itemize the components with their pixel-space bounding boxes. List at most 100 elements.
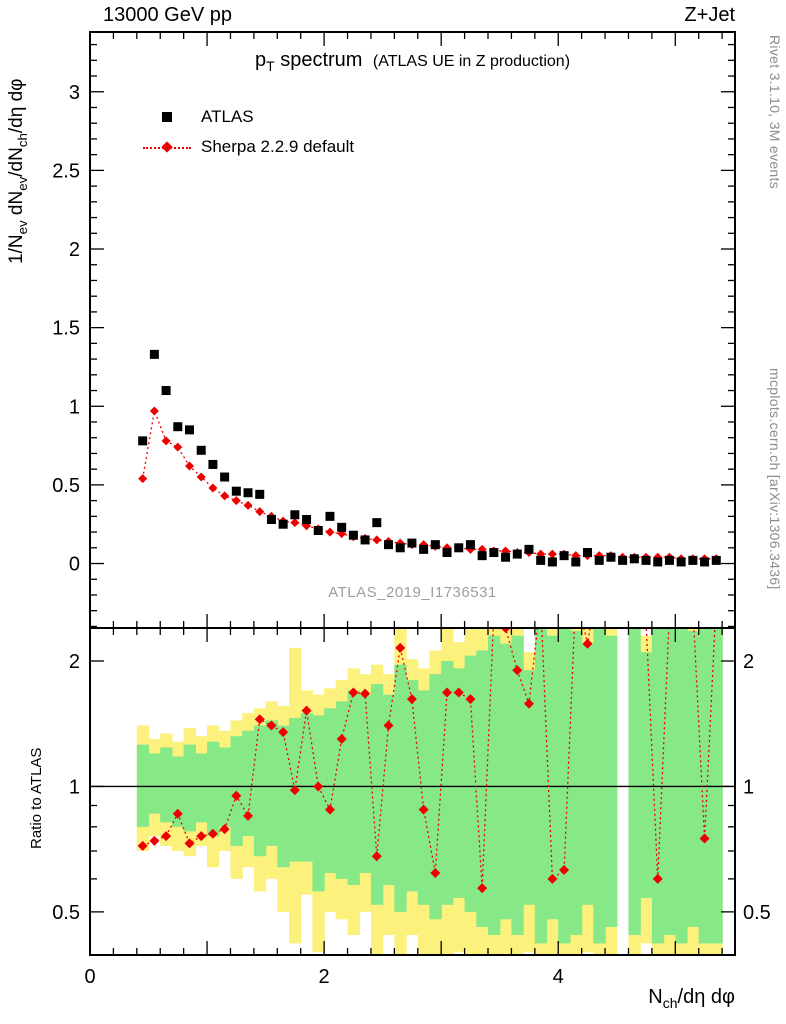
ratio-point	[489, 609, 499, 619]
sherpa-point	[255, 507, 265, 517]
ratio-point	[500, 628, 511, 633]
atlas-point	[255, 489, 265, 499]
atlas-point	[594, 555, 604, 565]
svg-text:0: 0	[69, 554, 80, 576]
atlas-point	[149, 349, 159, 359]
x-axis-label: Nch/dη dφ	[648, 986, 735, 1011]
beam-energy-label: 13000 GeV pp	[103, 4, 232, 26]
atlas-point	[700, 557, 710, 567]
tick-labels: 0 2 4 0 0.5 1 1.5 2 2.5 3 0.5 0.5 1 1 2 2	[52, 82, 771, 988]
atlas-point	[384, 540, 394, 550]
analysis-id-watermark: ATLAS_2019_I1736531	[328, 584, 497, 601]
legend-item-atlas: ATLAS	[141, 102, 354, 132]
sherpa-series	[138, 406, 721, 564]
svg-text:1: 1	[69, 776, 80, 798]
ratio-point	[395, 642, 406, 653]
ratio-point	[582, 638, 593, 649]
atlas-point	[138, 436, 148, 446]
y-axis-label-top: 1/Nev dNev/dNch/dη dφ	[6, 78, 30, 264]
atlas-point	[653, 557, 663, 567]
atlas-point	[302, 514, 312, 524]
ratio-point	[606, 616, 616, 626]
ratio-point	[418, 804, 429, 815]
atlas-point	[536, 555, 546, 565]
ratio-point	[383, 720, 394, 731]
atlas-point	[583, 548, 593, 558]
sherpa-point	[196, 472, 206, 482]
sherpa-point	[547, 549, 557, 559]
atlas-point	[313, 526, 323, 536]
ratio-point	[688, 602, 698, 612]
sherpa-diamond-marker-icon	[141, 137, 193, 157]
ratio-point	[641, 616, 651, 626]
svg-text:0.5: 0.5	[52, 475, 80, 497]
svg-text:2: 2	[69, 651, 80, 673]
ratio-point	[231, 790, 242, 801]
plot-title: pT spectrum (ATLAS UE in Z production)	[90, 49, 735, 74]
atlas-point	[442, 548, 452, 558]
atlas-point	[454, 543, 464, 553]
atlas-point	[266, 514, 276, 524]
mcplots-credit-note: mcplots.cern.ch [arXiv:1306.3436]	[767, 368, 783, 590]
atlas-point	[477, 551, 487, 561]
ratio-point	[278, 727, 289, 738]
atlas-point	[325, 511, 335, 521]
atlas-point	[290, 510, 300, 520]
sherpa-point	[243, 500, 253, 510]
atlas-point	[618, 555, 628, 565]
sherpa-point	[149, 406, 159, 416]
atlas-point	[559, 551, 569, 561]
ratio-point	[371, 851, 382, 862]
ratio-point	[465, 694, 476, 705]
atlas-point	[676, 557, 686, 567]
ratio-point	[254, 714, 265, 725]
ratio-point	[184, 838, 195, 849]
atlas-square-marker-icon	[141, 107, 193, 127]
ratio-point	[699, 833, 710, 844]
svg-text:1: 1	[743, 776, 754, 798]
ratio-point	[243, 810, 254, 821]
sherpa-point	[208, 483, 218, 493]
svg-text:4: 4	[553, 966, 564, 988]
atlas-point	[278, 519, 288, 529]
atlas-point	[711, 555, 721, 565]
atlas-point	[664, 555, 674, 565]
ratio-point	[313, 781, 324, 792]
atlas-point	[512, 549, 522, 559]
sherpa-point	[173, 442, 183, 452]
ratio-point	[512, 665, 523, 676]
atlas-point	[430, 540, 440, 550]
atlas-point	[489, 548, 499, 558]
atlas-series	[138, 349, 721, 567]
ratio-panel-frame	[89, 627, 736, 956]
svg-text:2: 2	[69, 239, 80, 261]
atlas-point	[337, 522, 347, 532]
sherpa-point	[231, 496, 241, 506]
ratio-point	[618, 609, 628, 619]
ratio-point	[219, 824, 230, 835]
ratio-sherpa-series	[137, 571, 716, 894]
atlas-point	[395, 543, 405, 553]
ratio-point	[289, 785, 300, 796]
atlas-point	[196, 445, 206, 455]
ratio-point	[196, 831, 207, 842]
atlas-point	[208, 459, 218, 469]
ratio-band-green	[136, 628, 723, 944]
ratio-point	[137, 840, 148, 851]
ratio-point	[161, 831, 172, 842]
svg-text:0: 0	[84, 966, 95, 988]
ratio-point	[324, 804, 335, 815]
plot-title-paren: (ATLAS UE in Z production)	[372, 53, 571, 70]
ratio-point	[594, 571, 604, 581]
ratio-point	[477, 883, 488, 894]
ratio-point	[266, 720, 277, 731]
svg-text:1: 1	[69, 396, 80, 418]
legend-label-sherpa: Sherpa 2.2.9 default	[201, 137, 355, 156]
sherpa-point	[290, 518, 300, 528]
svg-text:2.5: 2.5	[52, 160, 80, 182]
sherpa-point	[185, 461, 195, 471]
rivet-version-note: Rivet 3.1.10, 3M events	[767, 35, 783, 189]
atlas-point	[185, 425, 195, 435]
